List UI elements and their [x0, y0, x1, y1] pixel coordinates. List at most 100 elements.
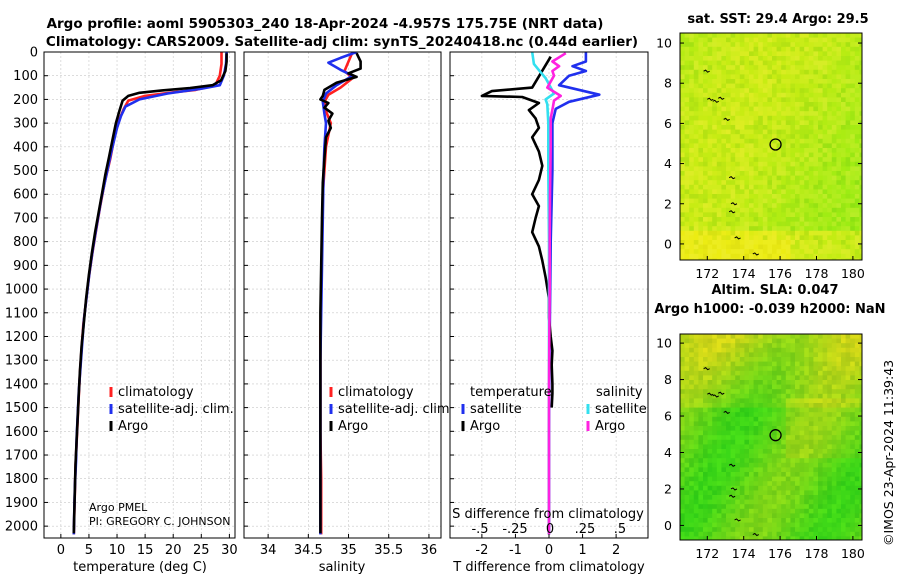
heatmap-cell — [813, 203, 819, 209]
heatmap-cell — [693, 207, 699, 213]
heatmap-cell — [739, 338, 745, 344]
heatmap-cell — [684, 536, 690, 540]
map-y-tick-label: 0 — [664, 518, 672, 533]
heatmap-cell — [854, 69, 860, 75]
heatmap-cell — [781, 518, 787, 523]
heatmap-cell — [735, 79, 741, 84]
heatmap-cell — [859, 46, 862, 52]
heatmap-cell — [767, 435, 773, 441]
heatmap-cell — [712, 253, 718, 259]
heatmap-cell — [684, 180, 690, 186]
heatmap-cell — [689, 253, 695, 259]
heatmap-cell — [703, 508, 708, 514]
heatmap-cell — [703, 472, 708, 477]
heatmap-cell — [721, 42, 727, 48]
heatmap-cell — [790, 79, 796, 84]
heatmap-cell — [721, 221, 727, 227]
heatmap-cell — [689, 522, 695, 528]
heatmap-cell — [795, 79, 800, 84]
island-outline — [730, 202, 738, 206]
heatmap-cell — [854, 194, 860, 199]
heatmap-cell — [698, 240, 704, 245]
heatmap-cell — [790, 338, 796, 344]
heatmap-cell — [841, 69, 846, 75]
heatmap-cell — [772, 366, 777, 372]
heatmap-cell — [749, 430, 754, 436]
heatmap-cell — [836, 111, 842, 117]
heatmap-cell — [684, 161, 690, 167]
heatmap-cell — [684, 51, 690, 57]
heatmap-cell — [703, 366, 708, 372]
heatmap-cell — [698, 403, 704, 408]
heatmap-cell — [772, 531, 777, 537]
heatmap-cell — [772, 472, 777, 477]
heatmap-cell — [693, 531, 699, 537]
heatmap-cell — [698, 398, 704, 404]
heatmap-cell — [827, 42, 833, 48]
heatmap-cell — [854, 398, 860, 404]
heatmap-cell — [703, 449, 708, 454]
heatmap-cell — [712, 357, 718, 362]
heatmap-cell — [684, 221, 690, 227]
heatmap-cell — [712, 352, 718, 358]
heatmap-cell — [680, 476, 685, 482]
heatmap-cell — [790, 357, 796, 362]
heatmap-cell — [749, 361, 754, 367]
heatmap-cell — [772, 194, 777, 199]
heatmap-cell — [716, 152, 722, 158]
heatmap-cell — [707, 102, 713, 107]
heatmap-cell — [841, 161, 846, 167]
heatmap-cell — [785, 175, 791, 181]
heatmap-cell — [684, 490, 690, 496]
heatmap-cell — [680, 380, 685, 385]
heatmap-cell — [808, 203, 814, 209]
heatmap-cell — [716, 175, 722, 181]
heatmap-cell — [744, 472, 750, 477]
heatmap-cell — [689, 69, 695, 75]
heatmap-cell — [726, 161, 731, 167]
heatmap-cell — [772, 226, 777, 232]
heatmap-cell — [804, 33, 810, 38]
heatmap-cell — [790, 435, 796, 441]
heatmap-cell — [744, 152, 750, 158]
heatmap-cell — [689, 508, 695, 514]
heatmap-cell — [813, 412, 819, 418]
heatmap-cell — [698, 235, 704, 241]
heatmap-cell — [712, 476, 718, 482]
heatmap-cell — [845, 207, 851, 213]
heatmap-cell — [698, 253, 704, 259]
heatmap-cell — [730, 458, 736, 464]
heatmap-cell — [749, 444, 754, 450]
heatmap-cell — [799, 189, 805, 195]
heatmap-cell — [831, 504, 837, 510]
heatmap-cell — [753, 37, 759, 43]
heatmap-cell — [680, 490, 685, 496]
heatmap-cell — [767, 129, 773, 135]
heatmap-cell — [785, 347, 791, 353]
heatmap-cell — [776, 189, 782, 195]
heatmap-cell — [790, 407, 796, 413]
heatmap-cell — [680, 102, 685, 107]
heatmap-cell — [744, 403, 750, 408]
heatmap-cell — [845, 184, 851, 190]
heatmap-cell — [744, 111, 750, 117]
heatmap-cell — [822, 522, 828, 528]
heatmap-cell — [795, 522, 800, 528]
heatmap-cell — [758, 175, 764, 181]
heatmap-cell — [721, 343, 727, 349]
heatmap-cell — [716, 361, 722, 367]
heatmap-cell — [735, 102, 741, 107]
heatmap-cell — [808, 472, 814, 477]
heatmap-cell — [744, 134, 750, 140]
heatmap-cell — [735, 115, 741, 121]
heatmap-cell — [749, 504, 754, 510]
heatmap-cell — [689, 499, 695, 505]
heatmap-cell — [795, 357, 800, 362]
heatmap-cell — [831, 60, 837, 66]
heatmap-cell — [716, 106, 722, 112]
heatmap-cell — [772, 37, 777, 43]
heatmap-cell — [772, 426, 777, 431]
heatmap-cell — [841, 343, 846, 349]
heatmap-cell — [707, 51, 713, 57]
heatmap-cell — [767, 65, 773, 71]
